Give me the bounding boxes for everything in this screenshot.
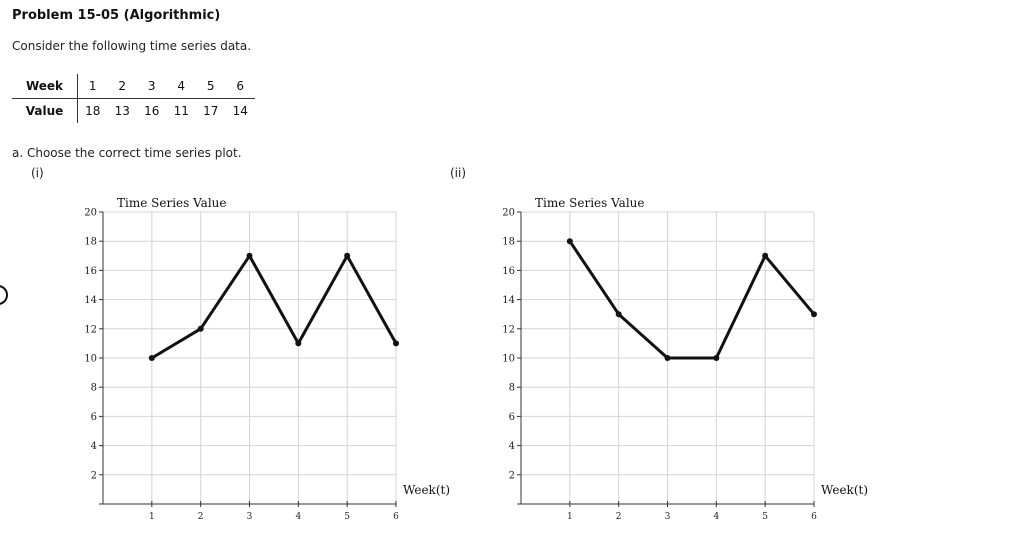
data-point — [664, 355, 671, 361]
chart-title: Time Series Value — [117, 196, 227, 210]
data-point — [295, 340, 302, 347]
data-point — [197, 325, 204, 332]
value-cell: 18 — [85, 104, 101, 118]
data-point — [148, 355, 155, 361]
y-tick-label: 2 — [509, 470, 515, 481]
y-tick-label: 4 — [91, 441, 97, 452]
question-text: a. Choose the correct time series plot. — [12, 146, 242, 160]
y-tick-label: 6 — [91, 412, 97, 423]
y-tick-label: 6 — [509, 412, 515, 423]
y-tick-label: 12 — [84, 324, 97, 335]
week-cell: 1 — [77, 74, 108, 99]
value-cell: 16 — [144, 104, 160, 118]
data-point — [615, 311, 622, 318]
y-tick-label: 14 — [84, 295, 97, 306]
chart-title: Time Series Value — [535, 196, 645, 210]
y-tick-label: 16 — [84, 266, 97, 277]
week-cell: 5 — [196, 74, 226, 99]
x-tick-label: 5 — [344, 512, 350, 522]
y-tick-label: 20 — [84, 208, 97, 219]
x-tick-label: 3 — [665, 512, 671, 522]
y-tick-label: 20 — [502, 208, 515, 219]
data-point — [811, 311, 817, 318]
y-tick-label: 12 — [502, 324, 515, 335]
x-tick-label: 2 — [616, 512, 622, 522]
value-cell: 11 — [173, 104, 189, 118]
data-point — [713, 355, 720, 361]
value-cell: 13 — [114, 104, 130, 118]
x-axis-label: Week(t) — [821, 483, 868, 497]
data-point — [246, 252, 253, 259]
series-line — [151, 254, 398, 360]
week-header: Week — [12, 74, 78, 99]
value-cell: 17 — [203, 104, 219, 118]
data-point — [762, 252, 769, 259]
x-tick-label: 4 — [295, 512, 301, 522]
x-tick-label: 6 — [811, 512, 817, 522]
option-radio[interactable] — [0, 285, 8, 305]
value-header: Value — [12, 98, 78, 123]
y-tick-label: 16 — [502, 266, 515, 277]
intro-text: Consider the following time series data. — [12, 39, 252, 53]
week-cell: 2 — [107, 74, 137, 99]
option-label-i[interactable]: (i) — [31, 166, 44, 180]
data-point — [566, 238, 573, 245]
x-tick-label: 5 — [762, 512, 768, 522]
y-tick-label: 8 — [91, 383, 97, 394]
y-tick-label: 10 — [502, 354, 515, 365]
week-row: Week 1 2 3 4 5 6 — [12, 74, 255, 99]
y-tick-label: 8 — [509, 383, 515, 394]
data-table: Week 1 2 3 4 5 6 Value 18 13 16 11 17 14 — [12, 74, 255, 123]
data-point — [393, 340, 399, 347]
y-tick-label: 2 — [91, 470, 97, 481]
y-tick-label: 14 — [502, 295, 515, 306]
series-line — [568, 240, 816, 360]
y-tick-label: 18 — [502, 237, 515, 248]
data-point — [344, 252, 351, 259]
x-axis-label: Week(t) — [403, 483, 450, 497]
x-tick-label: 1 — [567, 512, 573, 522]
y-tick-label: 4 — [509, 441, 515, 452]
value-cell: 14 — [232, 104, 248, 118]
x-tick-label: 1 — [149, 512, 155, 522]
option-label-ii[interactable]: (ii) — [450, 166, 467, 180]
y-tick-label: 10 — [84, 354, 97, 365]
x-tick-label: 2 — [198, 512, 204, 522]
x-tick-label: 6 — [393, 512, 399, 522]
x-tick-label: 3 — [247, 512, 253, 522]
week-cell: 3 — [137, 74, 167, 99]
x-tick-label: 4 — [713, 512, 719, 522]
value-row: Value 18 13 16 11 17 14 — [12, 98, 255, 123]
y-tick-label: 18 — [84, 237, 97, 248]
week-cell: 4 — [166, 74, 196, 99]
problem-title: Problem 15-05 (Algorithmic) — [12, 8, 221, 23]
week-cell: 6 — [225, 74, 255, 99]
